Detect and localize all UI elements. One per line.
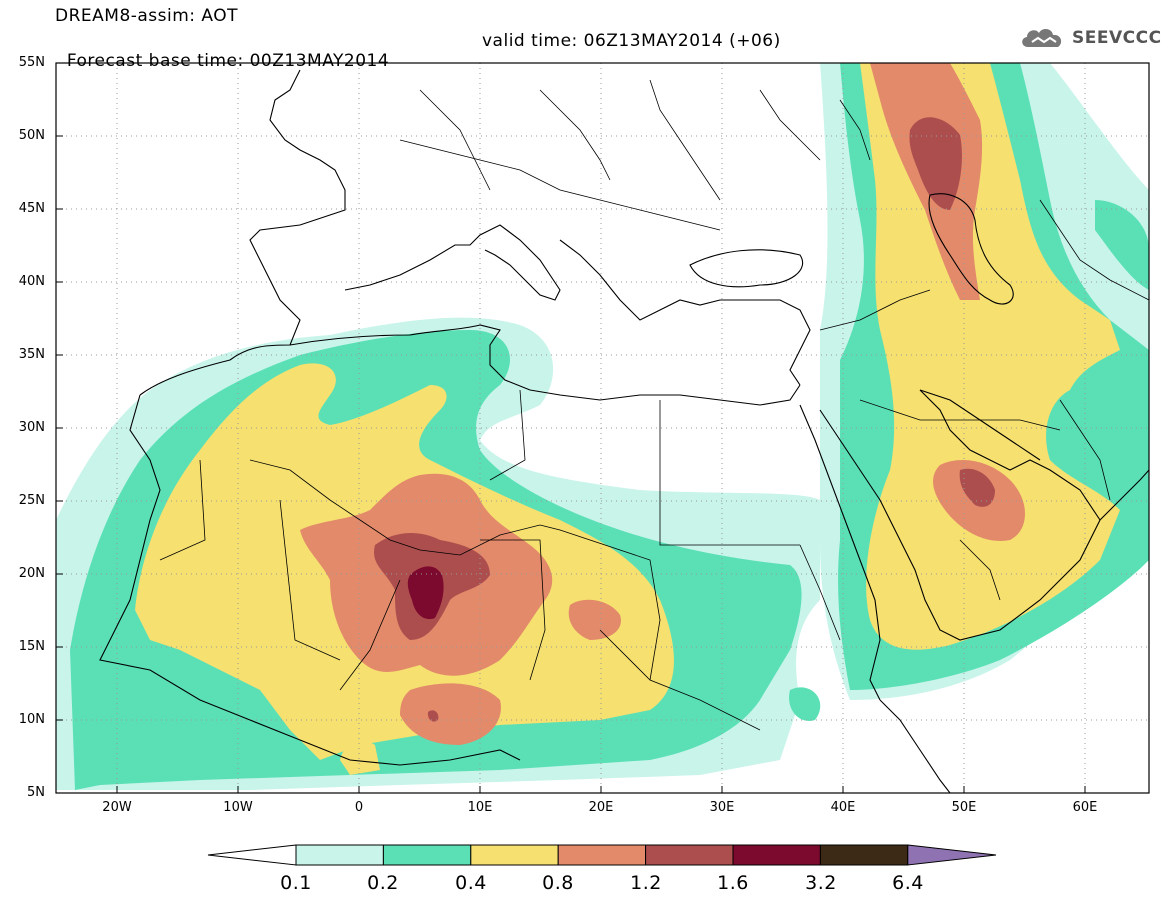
borders <box>159 79 1149 731</box>
lon-label: 50E <box>951 800 977 815</box>
time-info: Forecast base time: 00Z13MAY2014 valid t… <box>55 31 780 91</box>
lon-label: 10W <box>223 800 253 815</box>
lon-label: 20W <box>102 800 132 815</box>
legend-label: 6.4 <box>892 872 924 894</box>
lon-label: 20E <box>588 800 614 815</box>
graticule <box>56 63 1149 793</box>
valid-time: valid time: 06Z13MAY2014 (+06) <box>482 31 781 51</box>
lat-label: 45N <box>18 201 45 216</box>
lat-label: 40N <box>18 274 45 289</box>
legend-label: 0.1 <box>280 872 312 894</box>
logo-text: SEEVCCC <box>1072 28 1162 48</box>
lat-label: 5N <box>27 785 45 800</box>
lat-label: 25N <box>18 493 45 508</box>
legend-label: 0.4 <box>455 872 487 894</box>
aot-level-1.6 <box>407 566 444 620</box>
base-time: Forecast base time: 00Z13MAY2014 <box>66 51 390 71</box>
lat-label: 10N <box>18 712 45 727</box>
cloud-icon <box>1022 29 1062 47</box>
lat-label: 55N <box>18 55 45 70</box>
legend-label: 1.6 <box>717 872 749 894</box>
lon-label: 30E <box>709 800 735 815</box>
lon-label: 10E <box>467 800 493 815</box>
legend-label: 3.2 <box>805 872 837 894</box>
lat-label: 20N <box>18 566 45 581</box>
lat-label: 35N <box>18 347 45 362</box>
lat-label: 50N <box>18 128 45 143</box>
legend-label: 1.2 <box>630 872 662 894</box>
lon-label: 60E <box>1072 800 1098 815</box>
map-title: DREAM8-assim: AOT <box>55 6 239 26</box>
lon-label: 0 <box>354 800 364 815</box>
lat-label: 15N <box>18 639 45 654</box>
seevccc-logo: SEEVCCC <box>1018 23 1162 53</box>
legend-label: 0.8 <box>542 872 574 894</box>
coastlines <box>99 69 1149 793</box>
lat-label: 30N <box>18 420 45 435</box>
legend-label: 0.2 <box>367 872 399 894</box>
lon-label: 40E <box>830 800 856 815</box>
